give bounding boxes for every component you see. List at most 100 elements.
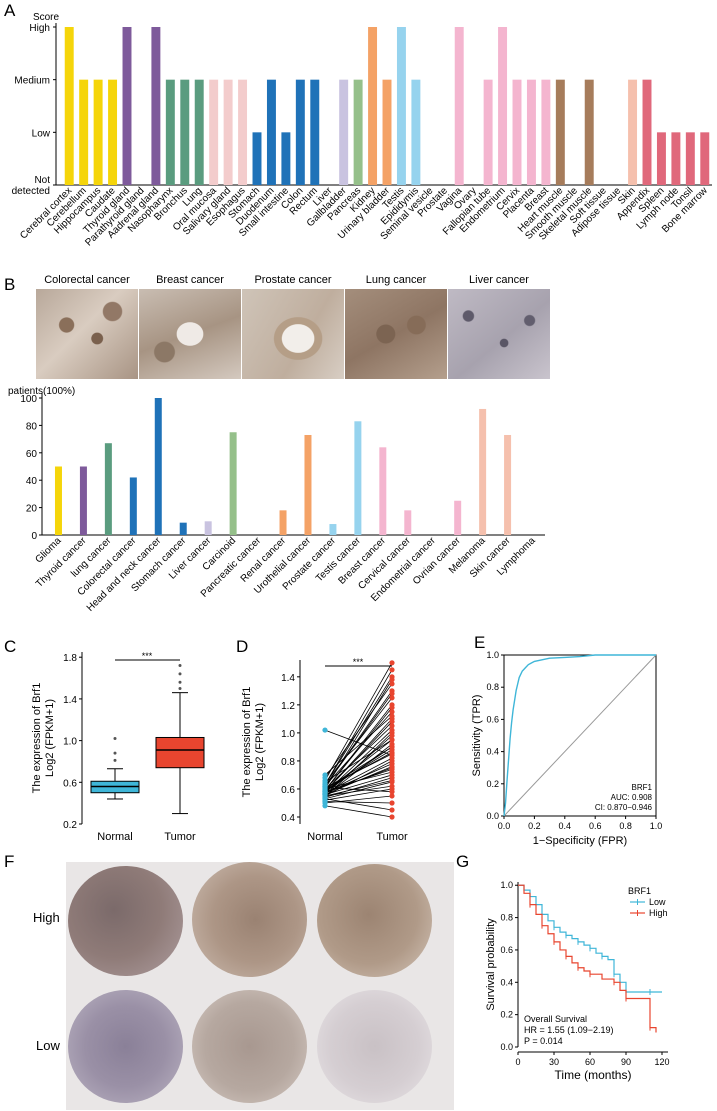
bar-a — [368, 27, 378, 185]
diagonal-e — [503, 654, 657, 817]
chart-c-boxplot: 0.2 0.6 1.0 1.4 1.8 The expression of Brf1 Log… — [31, 651, 205, 843]
x-tick-label-g: 90 — [621, 1057, 631, 1067]
bar-a — [165, 79, 175, 185]
pair-line-d — [324, 777, 393, 798]
bar-a — [310, 79, 320, 185]
tissue-core-low-2 — [192, 990, 307, 1103]
y-tick-label-e: 0.2 — [486, 779, 499, 789]
point-normal-d — [322, 772, 328, 778]
point-tumor-d — [389, 737, 395, 743]
outlier-c — [178, 680, 182, 684]
ihc-title-liver: Liver cancer — [469, 274, 529, 286]
panel-label-d: D — [236, 637, 248, 656]
plot-frame-e — [503, 654, 657, 817]
y-tick-label-e: 0.0 — [486, 811, 499, 821]
ihc-image-liver — [448, 289, 550, 379]
bar-a — [122, 27, 132, 185]
x-tick-label-e: 0.2 — [528, 821, 541, 831]
annotation-g: P = 0.014 — [524, 1036, 563, 1046]
y-tick-label-b: 80 — [26, 421, 38, 432]
point-tumor-d — [389, 814, 395, 820]
outlier-c — [178, 686, 182, 690]
pair-line-d — [324, 715, 393, 776]
bar-a — [79, 79, 89, 185]
bar-a — [295, 79, 305, 185]
y-tick-label-a: Not — [34, 175, 50, 186]
bar-b — [504, 434, 512, 535]
y-tick-label-c: 0.6 — [63, 778, 77, 789]
bar-b — [54, 466, 62, 535]
bar-a — [353, 79, 363, 185]
outlier-c — [113, 737, 117, 741]
y-tick-label-c: 1.0 — [63, 737, 77, 748]
point-tumor-d — [389, 695, 395, 701]
x-tick-label-e: 1.0 — [650, 821, 663, 831]
bar-a — [642, 79, 652, 185]
y-tick-label-b: 40 — [26, 476, 38, 487]
annotation-e: BRF1 — [632, 783, 653, 792]
point-tumor-d — [389, 752, 395, 758]
x-tick-label-e: 0.4 — [559, 821, 572, 831]
pair-line-d — [324, 683, 393, 778]
y-tick-label-a: Medium — [14, 76, 50, 87]
bar-b — [304, 434, 312, 535]
bar-b — [79, 466, 87, 535]
pair-line-d — [324, 743, 393, 797]
bar-a — [151, 27, 161, 185]
tissue-core-low-1 — [68, 990, 183, 1103]
ihc-image-lung — [345, 289, 447, 379]
panel-label-g: G — [456, 852, 469, 871]
tissue-core-high-1 — [68, 866, 183, 976]
pair-line-d — [324, 721, 393, 793]
pair-line-d — [324, 707, 393, 791]
bar-a — [512, 79, 522, 185]
point-tumor-d — [389, 681, 395, 687]
point-normal-d — [322, 727, 328, 733]
f-label-high: High — [33, 910, 60, 925]
bar-a — [628, 79, 638, 185]
y-tick-label-a: High — [29, 23, 50, 34]
y-label-d: The expression of Brf1 — [241, 687, 253, 798]
bar-b — [179, 522, 187, 535]
ihc-image-breast — [139, 289, 241, 379]
annotation-e: AUC: 0.908 — [611, 793, 653, 802]
point-tumor-d — [389, 733, 395, 739]
legend-title-g: BRF1 — [628, 886, 651, 896]
bar-a — [541, 79, 551, 185]
point-tumor-d — [389, 777, 395, 784]
outlier-c — [178, 664, 182, 668]
point-tumor-d — [389, 741, 395, 747]
bar-b — [204, 521, 212, 535]
bar-a — [223, 79, 233, 185]
point-tumor-d — [389, 723, 395, 729]
tissue-core-low-3 — [317, 990, 432, 1103]
chart-b-cancer-patients: patients(100%)020406080100GliomaThyroid … — [8, 386, 545, 614]
chart-d-paired: 0.4 0.6 0.8 1.0 1.2 1.4 The expression of Brf1… — [241, 657, 408, 843]
y-tick-label-d: 1.4 — [281, 673, 295, 684]
panel-label-b: B — [4, 275, 15, 294]
y-label-c: The expression of Brf1 — [31, 683, 43, 794]
x-label-g: Time (months) — [555, 1068, 632, 1082]
bar-a — [194, 79, 204, 185]
x-tick-label-g: 30 — [549, 1057, 559, 1067]
bar-a — [209, 79, 219, 185]
bar-a — [266, 79, 276, 185]
ihc-image-prostate — [242, 289, 344, 379]
x-tick-label-c: Tumor — [164, 831, 196, 843]
panel-label-a: A — [4, 1, 16, 20]
y-tick-label-g: 0.6 — [500, 945, 513, 955]
point-normal-d — [322, 803, 328, 809]
point-tumor-d — [389, 800, 395, 806]
y-tick-label-d: 1.2 — [281, 701, 295, 712]
bar-b — [104, 443, 112, 535]
y-tick-label-e: 0.6 — [486, 714, 499, 724]
y-tick-label-c: 1.8 — [63, 653, 77, 664]
bar-a — [382, 79, 392, 185]
bar-a — [454, 27, 464, 185]
bar-a — [281, 132, 291, 185]
tissue-core-high-3 — [317, 864, 432, 977]
ihc-image-colorectal — [36, 289, 138, 379]
pair-line-d — [324, 805, 393, 818]
roc-curve-e — [503, 654, 656, 817]
